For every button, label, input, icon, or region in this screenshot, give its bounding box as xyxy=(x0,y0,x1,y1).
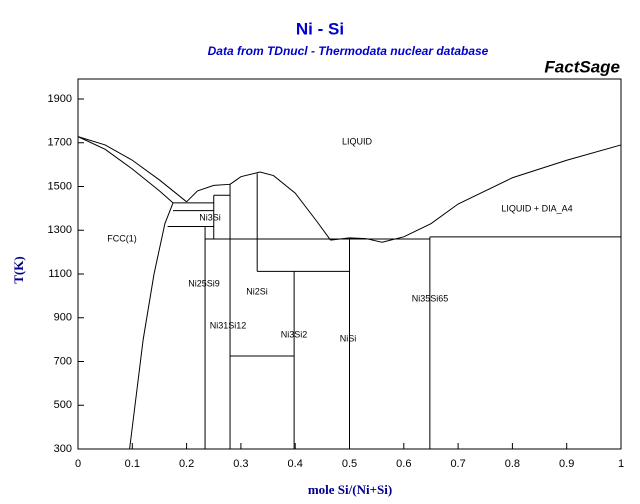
y-tick-label: 700 xyxy=(54,355,72,367)
phase-boundary xyxy=(229,171,331,241)
phase-boundary xyxy=(77,136,187,203)
x-tick-label: 0.2 xyxy=(179,458,194,470)
x-tick-label: 0.5 xyxy=(342,458,357,470)
x-tick-label: 0.1 xyxy=(125,458,140,470)
phase-boundary xyxy=(381,144,622,243)
phase-label: Ni31Si12 xyxy=(210,320,247,330)
phase-label: LIQUID xyxy=(342,136,373,146)
x-tick-label: 0.7 xyxy=(450,458,465,470)
x-tick-label: 0 xyxy=(75,458,81,470)
phase-label: Ni25Si9 xyxy=(188,278,220,288)
y-tick-label: 900 xyxy=(54,312,72,324)
brand: FactSage xyxy=(544,57,620,76)
y-tick-label: 1900 xyxy=(48,93,72,105)
x-tick-label: 0.6 xyxy=(396,458,411,470)
y-tick-label: 500 xyxy=(54,399,72,411)
phase-label: NiSi xyxy=(340,333,357,343)
y-tick-label: 1300 xyxy=(48,224,72,236)
phase-boundary xyxy=(186,183,231,203)
chart-subtitle: Data from TDnucl - Thermodata nuclear da… xyxy=(208,44,489,58)
phase-boundary xyxy=(77,136,174,204)
phase-boundary xyxy=(129,202,174,450)
x-axis-label: mole Si/(Ni+Si) xyxy=(308,482,392,497)
y-tick-label: 1500 xyxy=(48,180,72,192)
phase-label: FCC(1) xyxy=(107,233,137,243)
x-tick-label: 1 xyxy=(618,458,624,470)
phase-label: Ni3Si xyxy=(199,212,221,222)
x-tick-label: 0.9 xyxy=(559,458,574,470)
y-tick-label: 1700 xyxy=(48,137,72,149)
phase-label: Ni35Si65 xyxy=(412,293,449,303)
x-tick-label: 0.3 xyxy=(233,458,248,470)
y-tick-label: 1100 xyxy=(48,268,72,280)
y-axis-label: T(K) xyxy=(11,256,26,283)
y-tick-label: 300 xyxy=(54,443,72,455)
chart-title: Ni - Si xyxy=(296,19,344,38)
x-tick-label: 0.4 xyxy=(288,458,303,470)
phase-label: LIQUID + DIA_A4 xyxy=(501,203,572,213)
phase-label: Ni2Si xyxy=(246,286,268,296)
x-tick-label: 0.8 xyxy=(505,458,520,470)
phase-label: Ni3Si2 xyxy=(281,329,308,339)
